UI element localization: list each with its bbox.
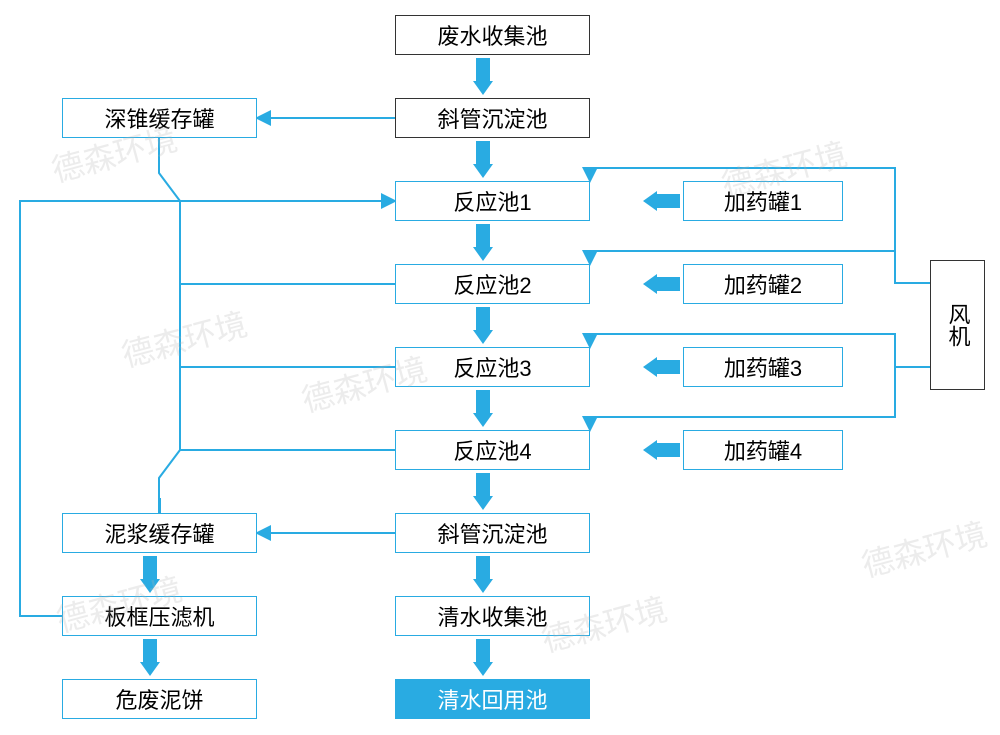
node-react3: 反应池3: [395, 347, 590, 387]
node-react2: 反应池2: [395, 264, 590, 304]
node-filter_press: 板框压滤机: [62, 596, 257, 636]
node-slurry_tank: 泥浆缓存罐: [62, 513, 257, 553]
node-sediment1: 斜管沉淀池: [395, 98, 590, 138]
node-clean_reuse: 清水回用池: [395, 679, 590, 719]
node-sediment2: 斜管沉淀池: [395, 513, 590, 553]
node-wastewater_pool: 废水收集池: [395, 15, 590, 55]
node-dose2: 加药罐2: [683, 264, 843, 304]
node-deep_cone_tank: 深锥缓存罐: [62, 98, 257, 138]
node-fan: 风机: [930, 260, 985, 390]
node-waste_cake: 危废泥饼: [62, 679, 257, 719]
node-react1: 反应池1: [395, 181, 590, 221]
node-dose4: 加药罐4: [683, 430, 843, 470]
node-dose3: 加药罐3: [683, 347, 843, 387]
node-react4: 反应池4: [395, 430, 590, 470]
node-clean_collect: 清水收集池: [395, 596, 590, 636]
node-dose1: 加药罐1: [683, 181, 843, 221]
